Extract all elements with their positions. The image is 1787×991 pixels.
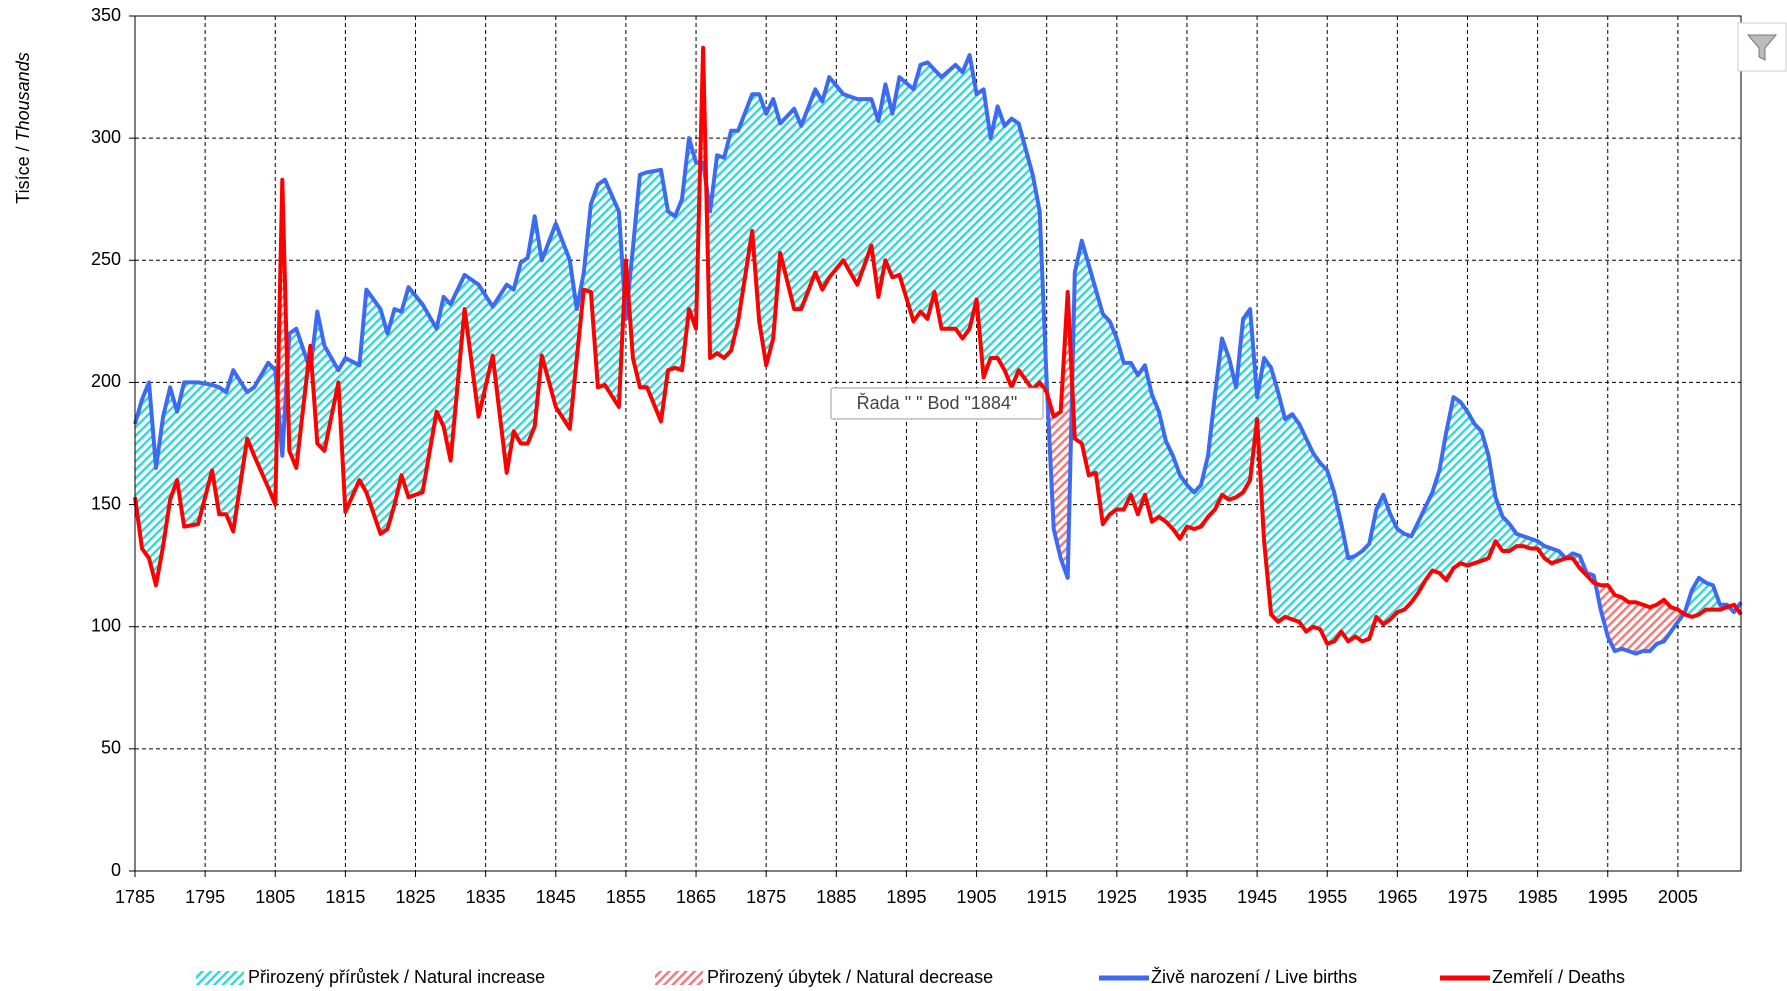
tooltip-text: Řada " " Bod "1884" [857, 393, 1018, 413]
natural-increase-area [135, 47, 1741, 644]
x-tick-label: 1995 [1588, 887, 1628, 907]
tooltip-box [830, 387, 1044, 420]
x-tick-label: 1885 [816, 887, 856, 907]
x-tick-label: 1955 [1307, 887, 1347, 907]
legend-swatch [655, 971, 703, 985]
x-tick-label: 1935 [1167, 887, 1207, 907]
x-tick-label: 1795 [185, 887, 225, 907]
y-label-cs: Tisíce / [13, 146, 33, 203]
x-tick-label: 1845 [536, 887, 576, 907]
x-tick-label: 1815 [325, 887, 365, 907]
x-tick-label: 1915 [1027, 887, 1067, 907]
legend-label: Přirozený přírůstek / Natural increase [248, 967, 545, 987]
y-tick-label: 150 [91, 493, 121, 513]
x-tick-label: 1865 [676, 887, 716, 907]
x-tick-label: 1895 [886, 887, 926, 907]
legend-swatch [196, 971, 244, 985]
plot-frame [134, 15, 1742, 872]
y-label-en: Thousands [13, 52, 33, 141]
filter-icon[interactable] [1746, 34, 1778, 61]
x-tick-label: 1965 [1377, 887, 1417, 907]
y-tick-label: 350 [91, 5, 121, 25]
y-axis-label: Tisíce / Thousands [13, 52, 33, 203]
x-tick-label: 1825 [396, 887, 436, 907]
series-line [133, 53, 1743, 656]
legend-label: Zemřelí / Deaths [1492, 967, 1625, 987]
x-tick-label: 1985 [1518, 887, 1558, 907]
y-tick-label: 100 [91, 615, 121, 635]
y-tick-label: 0 [111, 860, 121, 880]
x-tick-label: 1785 [115, 887, 155, 907]
x-tick-label: 1945 [1237, 887, 1277, 907]
filter-button[interactable] [1737, 22, 1787, 72]
y-tick-label: 50 [101, 738, 121, 758]
x-tick-label: 1875 [746, 887, 786, 907]
x-tick-label: 1905 [957, 887, 997, 907]
x-tick-label: 1855 [606, 887, 646, 907]
legend-label: Přirozený úbytek / Natural decrease [707, 967, 993, 987]
y-tick-label: 200 [91, 371, 121, 391]
y-tick-label: 250 [91, 249, 121, 269]
x-tick-label: 1805 [255, 887, 295, 907]
x-tick-label: 1925 [1097, 887, 1137, 907]
y-tick-label: 300 [91, 127, 121, 147]
x-tick-label: 2005 [1658, 887, 1698, 907]
x-tick-label: 1835 [466, 887, 506, 907]
x-tick-label: 1975 [1447, 887, 1487, 907]
legend-label: Živě narození / Live births [1151, 967, 1357, 987]
